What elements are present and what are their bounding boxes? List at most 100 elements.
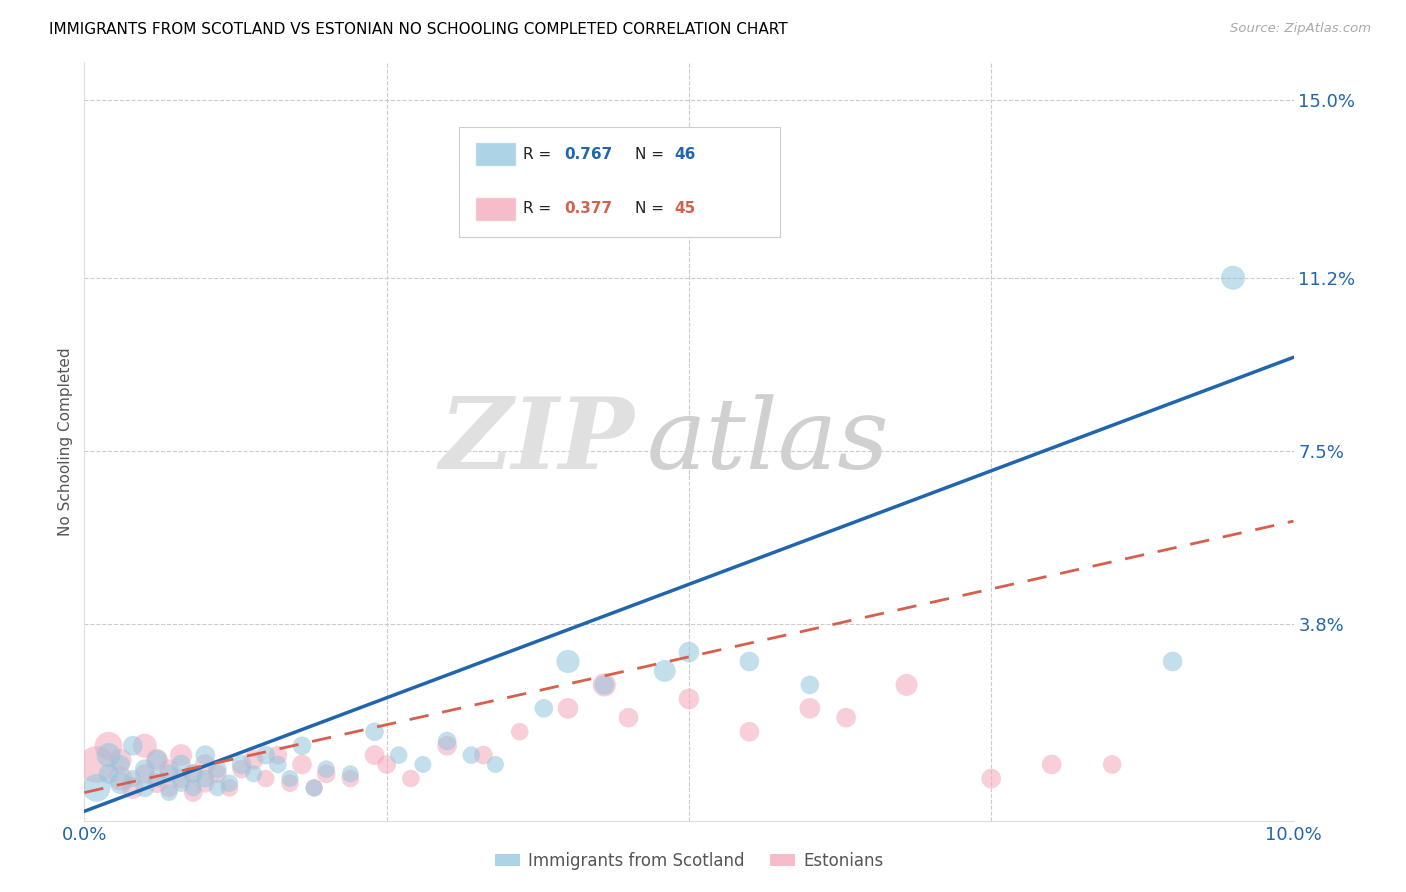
Point xyxy=(557,701,579,715)
Point xyxy=(1222,270,1244,285)
Point xyxy=(181,767,204,781)
Point xyxy=(110,772,132,786)
Point xyxy=(436,734,458,748)
Point xyxy=(399,772,422,786)
Point xyxy=(412,757,434,772)
Point xyxy=(436,739,458,753)
Point xyxy=(242,767,264,781)
Text: R =: R = xyxy=(523,202,557,216)
Point xyxy=(86,757,108,772)
Point xyxy=(1040,757,1063,772)
Point xyxy=(97,739,120,753)
Point xyxy=(181,767,204,781)
Point xyxy=(146,753,169,767)
Point xyxy=(388,748,411,763)
Point xyxy=(146,776,169,790)
Point xyxy=(835,711,858,725)
Point xyxy=(170,757,193,772)
Point xyxy=(593,678,616,692)
Point xyxy=(302,780,325,795)
Point xyxy=(315,762,337,776)
FancyBboxPatch shape xyxy=(460,127,780,236)
Text: 46: 46 xyxy=(675,146,696,161)
Point xyxy=(363,724,385,739)
Point xyxy=(678,645,700,659)
Point xyxy=(375,757,398,772)
Point xyxy=(146,753,169,767)
Point xyxy=(121,772,143,786)
Point xyxy=(799,678,821,692)
Point xyxy=(157,786,180,800)
Text: R =: R = xyxy=(523,146,557,161)
Point xyxy=(533,701,555,715)
Point xyxy=(181,786,204,800)
Point xyxy=(738,724,761,739)
Point xyxy=(593,678,616,692)
Point xyxy=(231,757,253,772)
FancyBboxPatch shape xyxy=(475,142,516,166)
Point xyxy=(678,692,700,706)
Point xyxy=(339,767,361,781)
Point xyxy=(593,172,616,186)
Point xyxy=(1161,655,1184,669)
Point xyxy=(170,776,193,790)
Point xyxy=(242,753,264,767)
Point xyxy=(97,767,120,781)
Point xyxy=(157,762,180,776)
Text: N =: N = xyxy=(634,202,668,216)
Point xyxy=(194,776,217,790)
Point xyxy=(738,655,761,669)
Text: 45: 45 xyxy=(675,202,696,216)
Point xyxy=(302,780,325,795)
Legend: Immigrants from Scotland, Estonians: Immigrants from Scotland, Estonians xyxy=(488,846,890,877)
Point xyxy=(315,767,337,781)
Point xyxy=(170,772,193,786)
Point xyxy=(146,772,169,786)
Point xyxy=(207,780,229,795)
Text: atlas: atlas xyxy=(647,394,890,489)
Point xyxy=(134,739,156,753)
Point xyxy=(484,757,506,772)
Point xyxy=(134,780,156,795)
Point xyxy=(339,772,361,786)
FancyBboxPatch shape xyxy=(475,196,516,221)
Point xyxy=(218,780,240,795)
Point xyxy=(134,767,156,781)
Point xyxy=(267,757,290,772)
Point xyxy=(207,762,229,776)
Point xyxy=(207,767,229,781)
Point xyxy=(799,701,821,715)
Text: IMMIGRANTS FROM SCOTLAND VS ESTONIAN NO SCHOOLING COMPLETED CORRELATION CHART: IMMIGRANTS FROM SCOTLAND VS ESTONIAN NO … xyxy=(49,22,787,37)
Point xyxy=(557,655,579,669)
Point xyxy=(254,748,277,763)
Point xyxy=(472,748,495,763)
Point xyxy=(654,664,676,678)
Point xyxy=(194,772,217,786)
Point xyxy=(1101,757,1123,772)
Text: 0.767: 0.767 xyxy=(564,146,613,161)
Text: N =: N = xyxy=(634,146,668,161)
Point xyxy=(157,780,180,795)
Point xyxy=(278,776,301,790)
Point xyxy=(291,757,314,772)
Point xyxy=(86,780,108,795)
Point xyxy=(218,776,240,790)
Point xyxy=(291,739,314,753)
Point xyxy=(110,776,132,790)
Text: ZIP: ZIP xyxy=(440,393,634,490)
Text: Source: ZipAtlas.com: Source: ZipAtlas.com xyxy=(1230,22,1371,36)
Point xyxy=(181,780,204,795)
Point xyxy=(121,739,143,753)
Point xyxy=(267,748,290,763)
Point xyxy=(97,748,120,763)
Y-axis label: No Schooling Completed: No Schooling Completed xyxy=(58,347,73,536)
Point xyxy=(896,678,918,692)
Point xyxy=(980,772,1002,786)
Point xyxy=(110,753,132,767)
Point xyxy=(194,748,217,763)
Point xyxy=(157,767,180,781)
Point xyxy=(231,762,253,776)
Point xyxy=(254,772,277,786)
Point xyxy=(363,748,385,763)
Point xyxy=(121,780,143,795)
